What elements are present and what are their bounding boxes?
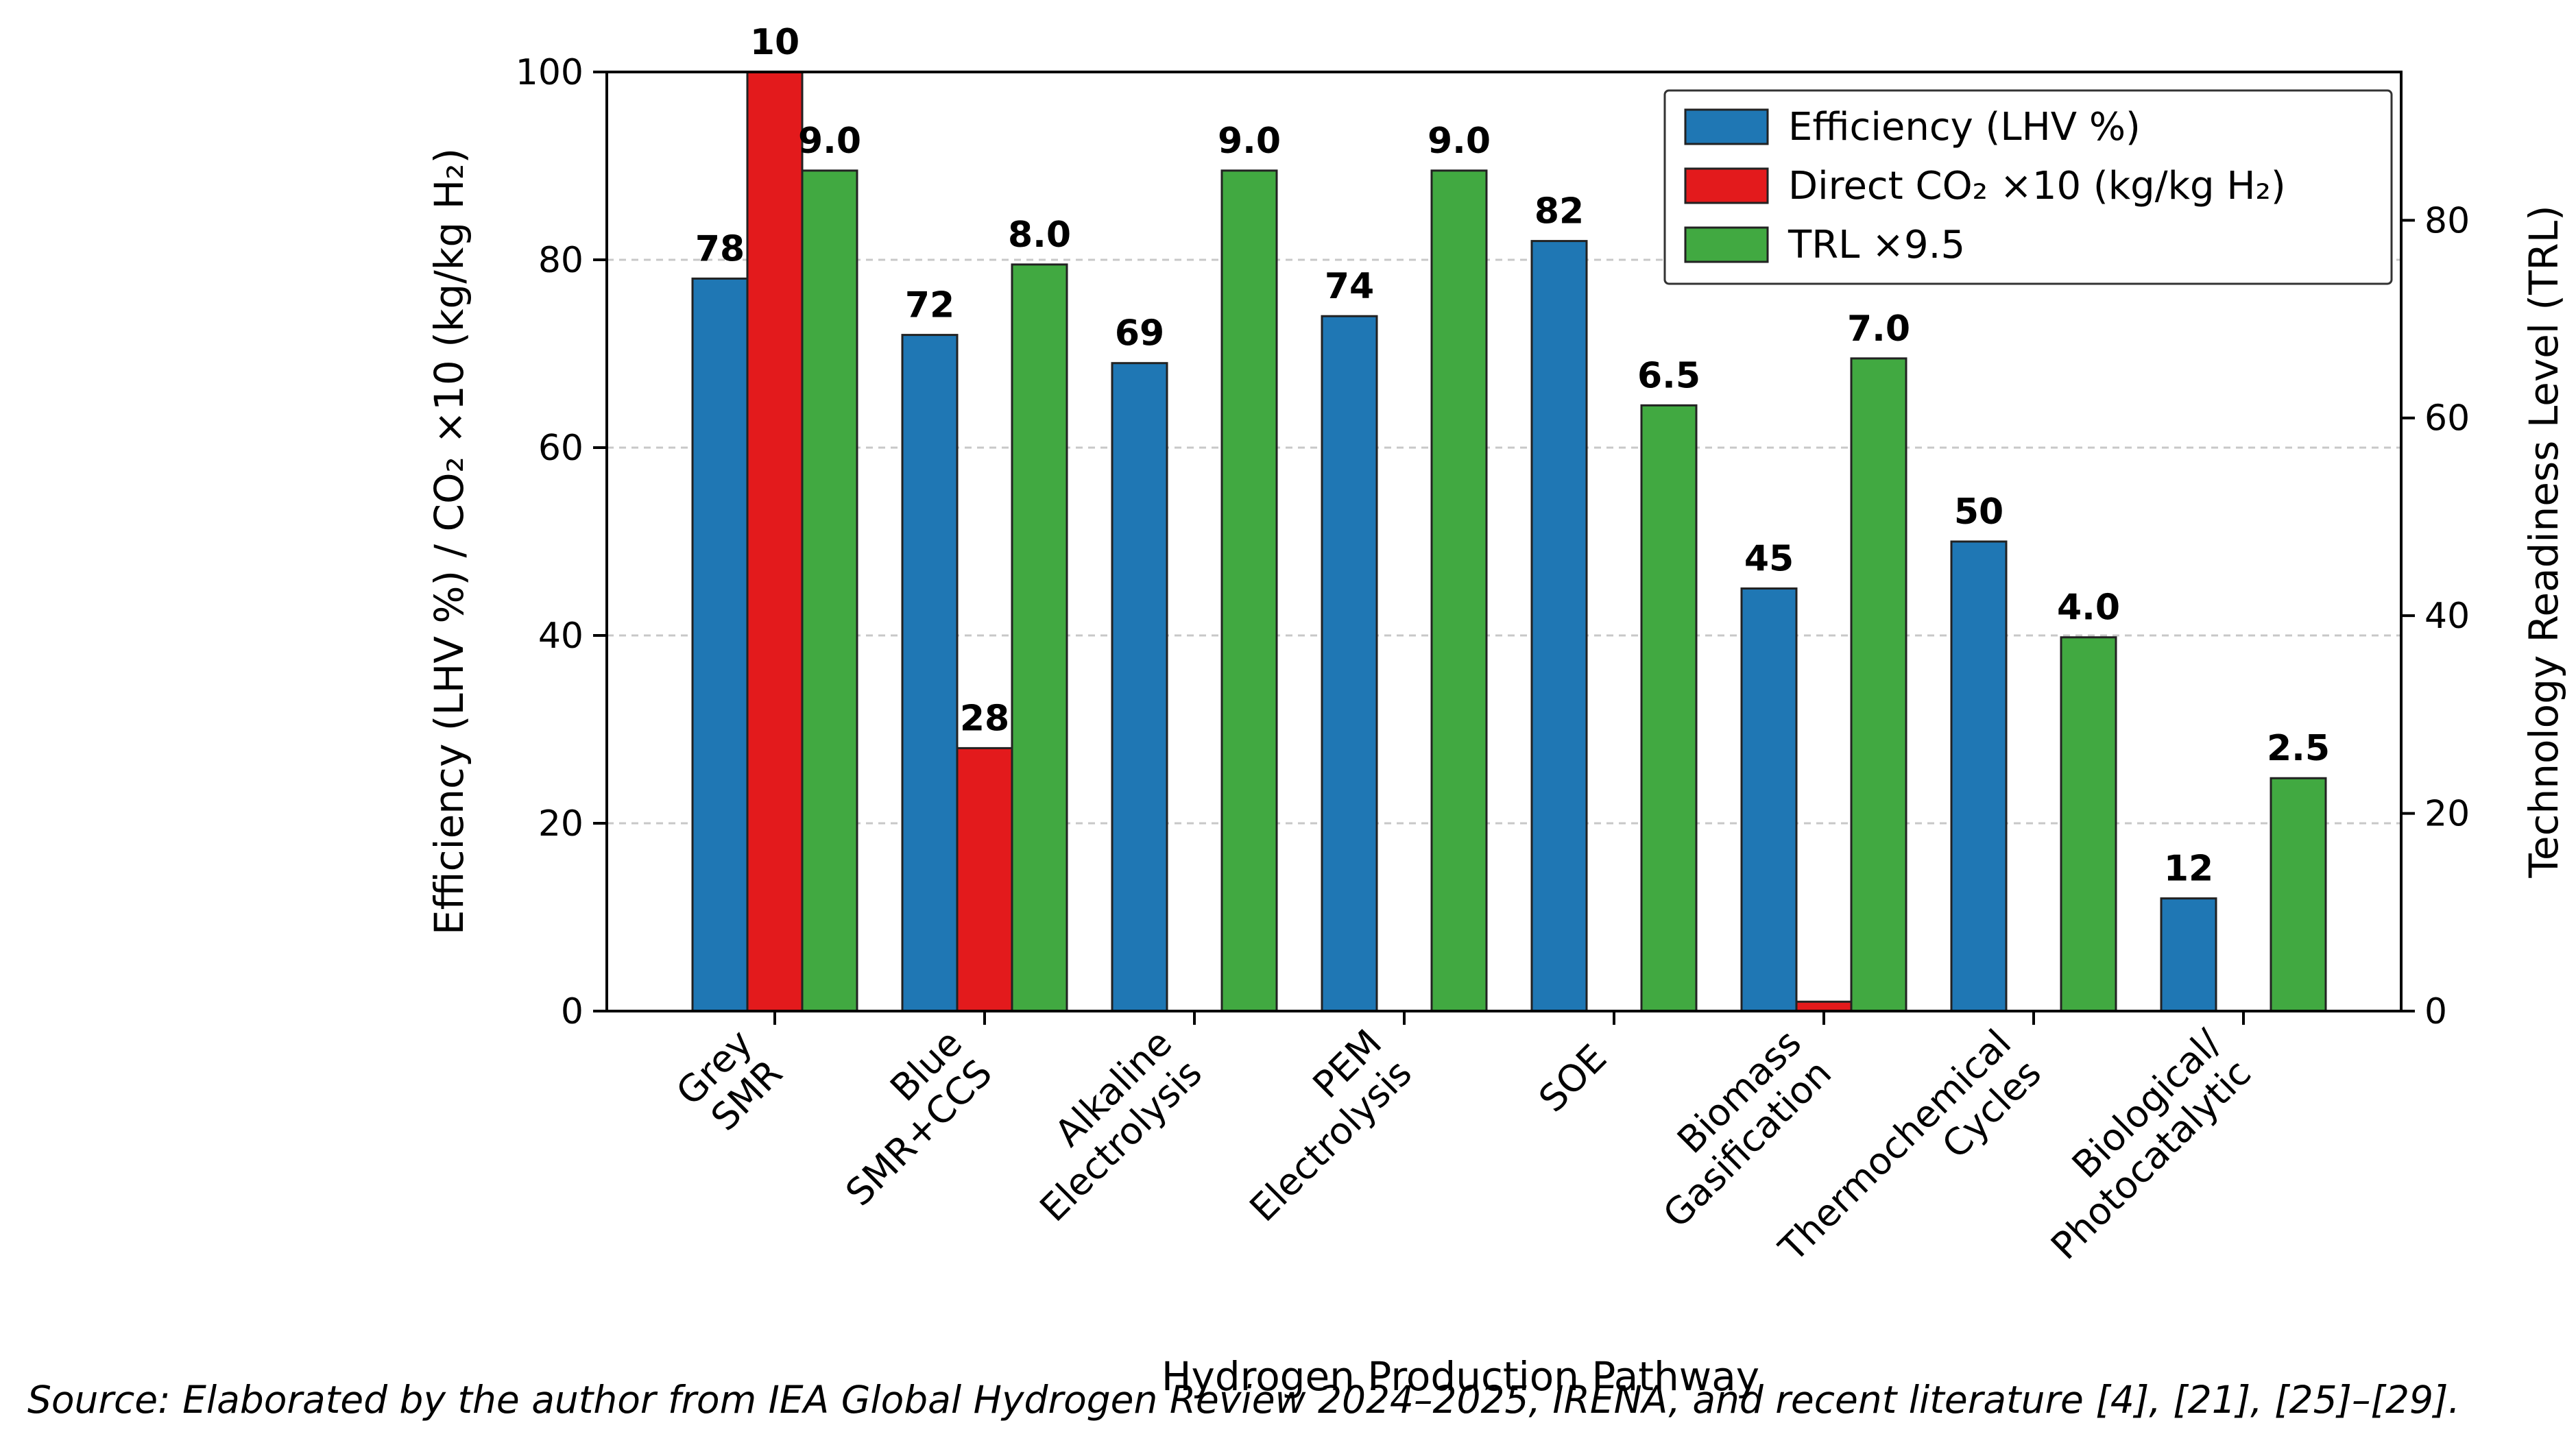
bar-value-label: 28	[960, 698, 1009, 739]
bar-value-label: 9.0	[798, 121, 861, 162]
trl-bar	[2270, 777, 2327, 1012]
y-axis-label-right: Technology Readiness Level (TRL)	[2520, 205, 2567, 878]
legend: Efficiency (LHV %) Direct CO₂ ×10 (kg/kg …	[1663, 89, 2393, 285]
trl-bar	[1430, 169, 1488, 1012]
category-label: SOE	[1530, 1036, 1615, 1121]
efficiency-bar	[1740, 587, 1798, 1012]
bar-value-label: 78	[695, 228, 745, 269]
bar-value-label: 10	[750, 22, 799, 63]
legend-swatch	[1684, 167, 1769, 204]
left-axis: 0 20 40 60 80 100	[516, 52, 607, 1032]
y-tick-label-right: 60	[2424, 398, 2470, 439]
legend-label: Direct CO₂ ×10 (kg/kg H₂)	[1788, 164, 2286, 208]
efficiency-bar	[2160, 897, 2217, 1012]
trl-bar	[2060, 636, 2117, 1012]
trl-bar	[1850, 357, 1907, 1012]
category-label: Biological/Photocatalytic	[2043, 1021, 2259, 1267]
category-label-line: SOE	[1530, 1036, 1615, 1121]
legend-swatch	[1684, 226, 1769, 263]
legend-label: TRL ×9.5	[1787, 223, 1965, 267]
legend-box	[1663, 89, 2393, 285]
bar-value-label: 8.0	[1008, 215, 1071, 256]
right-axis: 0 20 40 60 80	[2401, 200, 2470, 1032]
efficiency-bar	[1321, 315, 1378, 1012]
bar-value-label: 12	[2164, 849, 2213, 890]
bar-value-label: 69	[1115, 313, 1164, 354]
plot-frame	[605, 71, 2403, 1012]
trl-bar	[801, 169, 858, 1012]
co2-bar	[746, 71, 804, 1012]
y-tick-label-left: 60	[538, 428, 583, 469]
trl-bar	[1640, 404, 1698, 1012]
y-tick-label-left: 0	[561, 991, 583, 1032]
bar-value-label: 9.0	[1428, 121, 1491, 162]
bar-value-label: 4.0	[2057, 587, 2120, 629]
bar-value-label: 45	[1744, 539, 1794, 580]
y-tick-label-right: 80	[2424, 200, 2470, 241]
source-note: Source: Elaborated by the author from IE…	[27, 1378, 2460, 1422]
data-labels: 78 10 9.0 72 28 8.0 69 9.0 74 9.0 82 6.5 45 7.0 50 4.0 1…	[695, 22, 2330, 890]
bars	[691, 71, 2327, 1012]
y-tick-label-right: 20	[2424, 794, 2470, 835]
y-tick-label-left: 100	[516, 52, 583, 93]
trl-bar	[1220, 169, 1278, 1012]
bar-value-label: 6.5	[1637, 355, 1700, 396]
y-axis-label-left: Efficiency (LHV %) / CO₂ ×10 (kg/kg H₂)	[426, 148, 472, 935]
gridlines	[607, 258, 2401, 825]
bar-value-label: 7.0	[1847, 308, 1910, 350]
efficiency-bar	[1950, 540, 2008, 1012]
legend-swatch	[1684, 108, 1769, 145]
bar-value-label: 82	[1534, 191, 1584, 232]
bar-value-label: 72	[905, 285, 954, 326]
efficiency-bar	[691, 277, 749, 1012]
co2-bar	[956, 746, 1013, 1012]
y-tick-label-right: 0	[2424, 991, 2447, 1032]
y-tick-label-left: 40	[538, 616, 583, 657]
y-tick-label-right: 40	[2424, 596, 2470, 637]
legend-label: Efficiency (LHV %)	[1788, 105, 2141, 149]
bar-value-label: 9.0	[1218, 121, 1281, 162]
bar-value-label: 50	[1954, 491, 2003, 533]
y-tick-label-left: 80	[538, 240, 583, 281]
trl-bar	[1011, 263, 1068, 1012]
bar-value-label: 74	[1325, 266, 1374, 307]
bar-value-label: 2.5	[2267, 728, 2330, 769]
y-tick-label-left: 20	[538, 803, 583, 845]
x-axis-label: Hydrogen Production Pathway	[1161, 1353, 1759, 1400]
efficiency-bar	[1530, 240, 1588, 1012]
efficiency-bar	[1111, 362, 1168, 1012]
co2-bar	[1795, 1000, 1853, 1012]
efficiency-bar	[901, 334, 959, 1012]
